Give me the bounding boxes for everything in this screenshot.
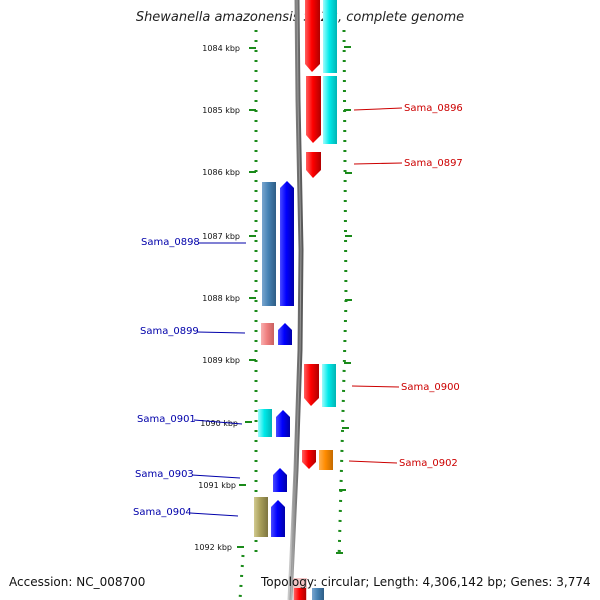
forward-gene-labels: Sama_0896 Sama_0897 Sama_0900 Sama_0902 <box>348 103 463 469</box>
gene-arrow-forward[interactable] <box>306 76 321 143</box>
scale-tick-label: 1092 kbp <box>194 543 232 552</box>
cog-block <box>323 0 337 73</box>
gene-arrow-reverse[interactable] <box>276 410 290 437</box>
scale-tick-label: 1087 kbp <box>202 232 240 241</box>
bottom-partial-features <box>293 578 324 600</box>
gene-arrow-reverse[interactable] <box>278 323 292 345</box>
gene-arrow-reverse[interactable] <box>273 468 287 492</box>
gene-arrow-forward[interactable] <box>305 0 320 72</box>
scale-right <box>336 46 352 554</box>
dotted-guides <box>238 29 348 600</box>
cog-block <box>254 497 268 537</box>
gene-arrow-reverse[interactable] <box>280 181 294 306</box>
gene-label-sama-0897[interactable]: Sama_0897 <box>404 158 463 169</box>
cog-track-right <box>319 0 337 470</box>
map-title: Shewanella amazonensis SB2B, complete ge… <box>135 10 465 25</box>
accession-text: Accession: NC_008700 <box>9 575 146 589</box>
gene-arrow-reverse[interactable] <box>271 500 285 537</box>
cog-block <box>258 409 272 437</box>
gene-label-sama-0904[interactable]: Sama_0904 <box>133 507 192 518</box>
scale-tick-label: 1084 kbp <box>202 44 240 53</box>
cog-track-left <box>254 182 276 537</box>
gene-label-sama-0902[interactable]: Sama_0902 <box>399 458 458 469</box>
cog-block <box>262 182 276 306</box>
gene-arrow-forward[interactable] <box>304 364 319 406</box>
gene-arrow-forward[interactable] <box>302 450 316 469</box>
reverse-gene-arrows[interactable] <box>271 181 294 537</box>
scale-tick-label: 1085 kbp <box>202 106 240 115</box>
genome-summary-text: Topology: circular; Length: 4,306,142 bp… <box>261 575 591 589</box>
gene-label-sama-0898[interactable]: Sama_0898 <box>141 237 200 248</box>
gene-label-sama-0899[interactable]: Sama_0899 <box>140 326 199 337</box>
gene-label-sama-0896[interactable]: Sama_0896 <box>404 103 463 114</box>
scale-tick-label: 1086 kbp <box>202 168 240 177</box>
gene-label-sama-0901[interactable]: Sama_0901 <box>137 414 196 425</box>
scale-tick-label: 1089 kbp <box>202 356 240 365</box>
reverse-gene-labels: Sama_0898 Sama_0899 Sama_0901 Sama_0903 … <box>133 237 246 518</box>
cog-block <box>319 450 333 470</box>
scale-tick-label: 1091 kbp <box>198 481 236 490</box>
cog-block <box>261 323 274 345</box>
forward-gene-arrows[interactable] <box>302 0 321 469</box>
scale-tick-label: 1090 kbp <box>200 419 238 428</box>
gene-label-sama-0900[interactable]: Sama_0900 <box>401 382 460 393</box>
cog-block <box>322 364 336 407</box>
gene-label-sama-0903[interactable]: Sama_0903 <box>135 469 194 480</box>
scale-left: 1084 kbp 1085 kbp 1086 kbp 1087 kbp 1088… <box>194 44 256 552</box>
gene-arrow-forward[interactable] <box>306 152 321 178</box>
scale-tick-label: 1088 kbp <box>202 294 240 303</box>
cog-block <box>323 76 337 144</box>
